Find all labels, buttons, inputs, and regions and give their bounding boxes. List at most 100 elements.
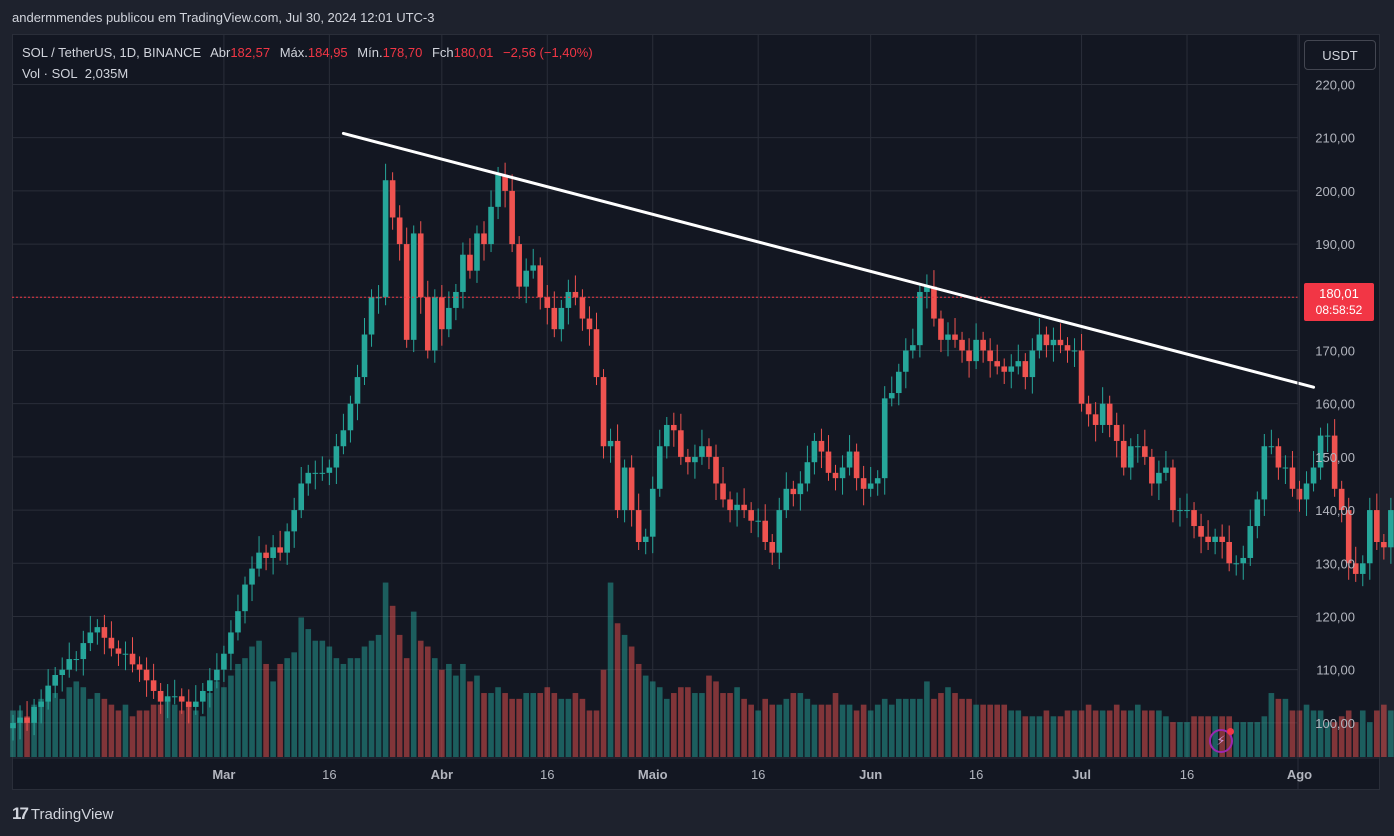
candle-body	[586, 318, 593, 330]
volume-bar	[607, 582, 614, 757]
last-price-value: 180,01	[1319, 286, 1359, 301]
candle-body	[804, 462, 811, 484]
candle-body	[333, 446, 340, 468]
candle-body	[1324, 435, 1331, 437]
volume-bar	[1149, 710, 1155, 757]
currency-button[interactable]: USDT	[1304, 40, 1376, 70]
time-axis-label: Ago	[1287, 767, 1312, 782]
candle-body	[832, 472, 839, 479]
volume-bar	[277, 663, 283, 757]
alert-bolt-icon[interactable]: ⚡	[1209, 728, 1234, 753]
candle-body	[354, 377, 361, 404]
volume-bar	[1289, 710, 1296, 757]
volume-bar	[903, 698, 909, 757]
candle-body	[326, 467, 333, 473]
candle-body	[741, 504, 747, 511]
volume-bar	[221, 687, 227, 757]
price-axis-label: 130,00	[1315, 556, 1355, 571]
candle-body	[1289, 467, 1296, 489]
candle-body	[1142, 446, 1148, 457]
publisher-line: andermmendes publicou em TradingView.com…	[12, 10, 435, 25]
time-axis-label: Maio	[638, 767, 668, 782]
close-label: Fch	[431, 45, 454, 60]
candle-body	[1099, 403, 1106, 425]
candle-body	[1071, 350, 1078, 352]
candle-body	[291, 510, 297, 532]
volume-bar	[305, 629, 312, 757]
volume-bar	[881, 698, 888, 757]
candle-body	[1268, 446, 1275, 448]
candle-body	[17, 717, 23, 723]
candle-body	[298, 483, 305, 511]
volume-bar	[832, 693, 839, 757]
volume-bar	[256, 640, 262, 757]
volume-bar	[1310, 710, 1317, 757]
volume-bar	[1198, 716, 1204, 757]
candle-body	[1085, 403, 1092, 415]
candle-body	[1338, 488, 1345, 511]
candle-body	[987, 350, 993, 362]
volume-bar	[579, 698, 586, 757]
candle-body	[150, 680, 157, 691]
candle-body	[73, 659, 80, 661]
footer-brand[interactable]: 17 TradingView	[12, 804, 113, 824]
volume-bar	[769, 704, 776, 757]
candle-body	[1163, 467, 1169, 473]
volume-bar	[642, 675, 649, 757]
volume-bar	[1085, 704, 1092, 757]
time-axis-label: Abr	[431, 767, 453, 782]
price-axis-label: 100,00	[1315, 716, 1355, 731]
symbol-label[interactable]: SOL / TetherUS, 1D, BINANCE	[22, 45, 202, 60]
volume-bar	[1324, 722, 1331, 757]
candle-body	[818, 440, 825, 452]
volume-bar	[403, 658, 410, 757]
candle-body	[1036, 334, 1043, 351]
candle-body	[312, 472, 319, 474]
volume-bar	[242, 658, 248, 757]
volume-bar	[1247, 722, 1254, 757]
volume-bar	[1001, 704, 1008, 757]
candle-body	[1212, 536, 1218, 543]
candle-body	[1029, 350, 1036, 378]
candle-body	[825, 451, 832, 473]
candle-body	[31, 706, 37, 723]
candle-body	[1177, 510, 1183, 512]
volume-label[interactable]: Vol · SOL	[22, 66, 78, 81]
volume-legend: Vol · SOL 2,035M	[22, 66, 128, 81]
volume-bar	[558, 698, 565, 757]
candle-body	[1240, 557, 1247, 564]
candle-body	[516, 244, 522, 287]
volume-bar	[699, 693, 705, 757]
candle-body	[178, 696, 185, 702]
candle-body	[881, 398, 888, 479]
candle-body	[959, 339, 965, 351]
volume-bar	[228, 675, 234, 757]
volume-bar	[178, 710, 185, 757]
volume-bar	[1113, 704, 1120, 757]
candle-body	[1092, 414, 1099, 425]
volume-bar	[741, 698, 747, 757]
candle-body	[45, 685, 51, 702]
candle-body	[860, 478, 867, 489]
volume-bar	[678, 687, 684, 757]
volume-bar	[474, 675, 480, 757]
volume-bar	[1127, 710, 1134, 757]
candle-body	[903, 350, 909, 372]
candle-body	[1001, 366, 1008, 372]
price-axis-label: 140,00	[1315, 503, 1355, 518]
candle-body	[867, 483, 874, 489]
candle-body	[924, 286, 930, 292]
candle-body	[1022, 361, 1029, 378]
volume-bar	[748, 704, 754, 757]
volume-bar	[867, 710, 874, 757]
volume-bar	[101, 698, 108, 757]
volume-bar	[52, 693, 58, 757]
time-axis-label: Jun	[859, 767, 882, 782]
low-label: Mín.	[357, 45, 383, 60]
volume-bar	[924, 681, 930, 757]
volume-bar	[509, 698, 515, 757]
candle-body	[424, 297, 431, 351]
candle-body	[621, 467, 628, 511]
volume-bar	[938, 693, 944, 757]
